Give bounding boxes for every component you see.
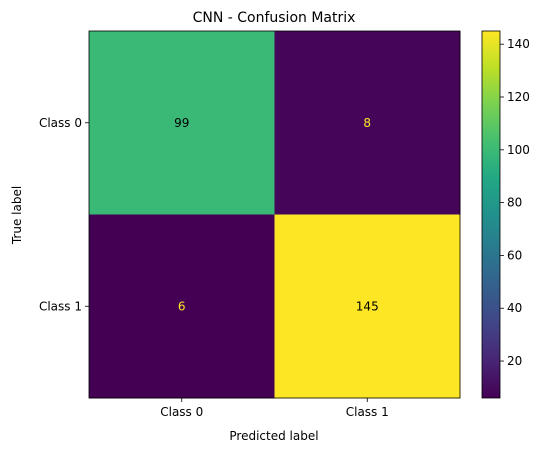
matrix-cell-r1-c1	[274, 214, 461, 399]
cell-value-r0-c0: 99	[174, 116, 189, 130]
colorbar-tick-label: 100	[507, 143, 530, 157]
x-axis-ticks: Class 0 Class 1	[160, 398, 389, 419]
colorbar-tick-label: 40	[507, 301, 522, 315]
y-tick-label: Class 0	[39, 116, 82, 130]
colorbar-tick-label: 20	[507, 354, 522, 368]
matrix-cell-r1-c0	[89, 214, 275, 399]
cell-value-r1-c0: 6	[178, 299, 186, 313]
plot-frame	[88, 30, 461, 399]
colorbar-ticks: 20 40 60 80 100 120 140	[500, 37, 530, 368]
colorbar-tick-label: 60	[507, 248, 522, 262]
colorbar-tick-label: 80	[507, 196, 522, 210]
colorbar-tick-label: 120	[507, 90, 530, 104]
cell-value-r0-c1: 8	[363, 116, 371, 130]
matrix-cell-r0-c1	[274, 31, 461, 215]
y-axis-label: True label	[10, 186, 24, 245]
matrix-cell-r0-c0	[89, 31, 275, 215]
x-axis-label: Predicted label	[229, 429, 318, 443]
colorbar-tick-label: 140	[507, 37, 530, 51]
y-axis-ticks: Class 0 Class 1	[39, 116, 89, 313]
cell-value-labels: 99 8 6 145	[174, 116, 379, 314]
x-tick-label: Class 1	[346, 405, 389, 419]
chart-title: CNN - Confusion Matrix	[193, 10, 356, 26]
matrix-cells	[88, 30, 461, 399]
x-tick-label: Class 0	[160, 405, 203, 419]
y-tick-label: Class 1	[39, 299, 82, 313]
cell-value-r1-c1: 145	[356, 299, 379, 313]
colorbar	[481, 30, 501, 399]
